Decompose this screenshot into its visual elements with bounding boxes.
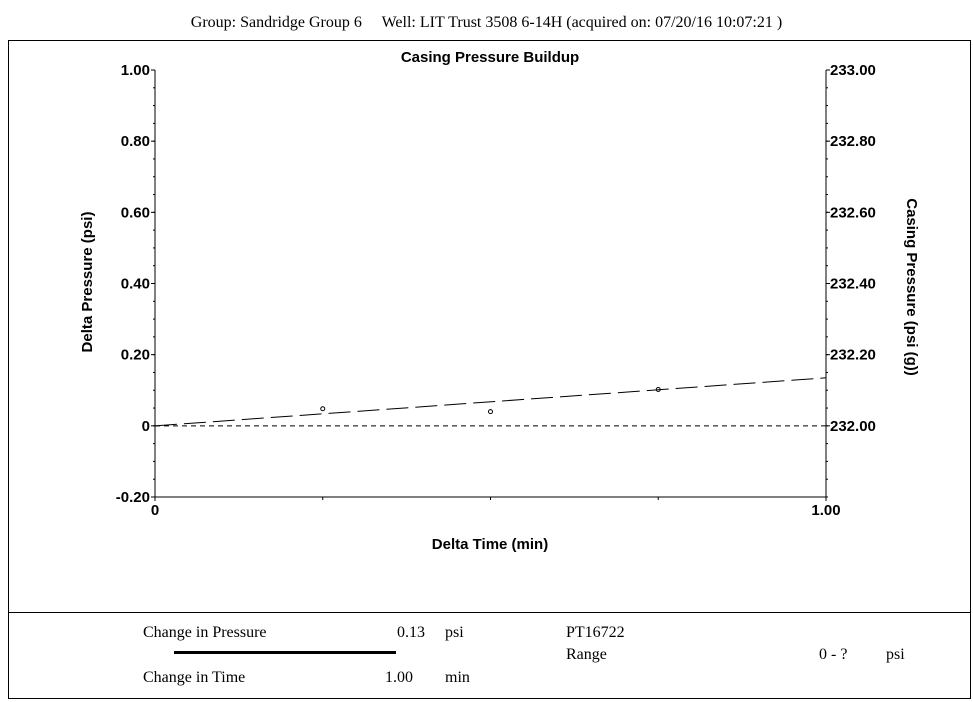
y-tick-label: 0.80 [121,133,150,150]
trend-line [154,377,827,427]
y2-axis-label: Casing Pressure (psi (g)) [903,198,920,376]
y-tick-label: -0.20 [116,489,150,506]
group-label: Group: Sandridge Group 6 [190,14,362,31]
y-tick-label: 1.00 [121,62,150,79]
chart-frame [8,40,971,613]
y-tick-label: 0.40 [121,276,150,293]
change-time-label: Change in Time [143,669,246,686]
y2-tick-label: 232.00 [830,418,876,435]
change-pressure-unit: psi [445,624,464,641]
change-pressure-value: 0.13 [397,624,425,641]
change-time-value: 1.00 [385,669,413,686]
y-tick-label: 0.20 [121,347,150,364]
y-axis-label: Delta Pressure (psi) [79,212,96,353]
range-unit: psi [886,646,905,663]
summary-footer: Change in Pressure 0.13 psi Change in Ti… [8,613,971,699]
sensor-id: PT16722 [566,624,625,641]
y2-tick-label: 232.40 [830,276,876,293]
range-value: 0 - ? [819,646,848,663]
report-header: Group: Sandridge Group 6 Well: LIT Trust… [0,0,973,40]
range-label: Range [566,646,607,663]
x-axis-label: Delta Time (min) [432,536,548,553]
data-point [488,409,493,415]
well-label: Well: LIT Trust 3508 6-14H (acquired on:… [381,14,783,31]
header-text: Group: Sandridge Group 6 Well: LIT Trust… [0,14,973,32]
change-time-unit: min [445,669,470,686]
y2-tick-label: 232.60 [830,204,876,221]
y2-tick-label: 232.80 [830,133,876,150]
data-point [320,406,326,412]
y2-tick-label: 232.20 [830,347,876,364]
y-tick-label: 0 [142,418,150,435]
plot-layer: -0.2000.200.400.600.801.00232.00232.2023… [116,62,876,519]
x-tick-label: 1.00 [811,502,840,519]
y-tick-label: 0.60 [121,204,150,221]
summary-divider [174,651,396,654]
x-tick-label: 0 [151,502,159,519]
change-pressure-label: Change in Pressure [143,624,267,641]
y2-tick-label: 233.00 [830,62,876,79]
chart-title: Casing Pressure Buildup [401,49,579,66]
